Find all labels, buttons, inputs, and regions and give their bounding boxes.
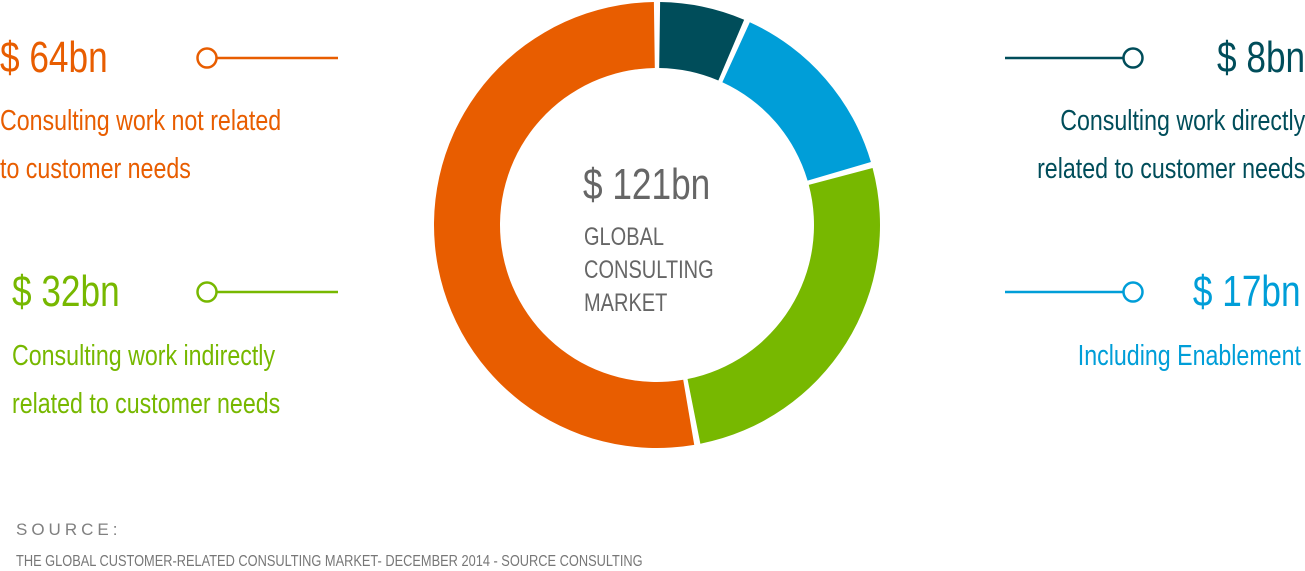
description-indirect-line-2: related to customer needs [12,388,281,420]
description-indirect: Consulting work indirectly related to cu… [12,332,280,428]
donut-segment-indirect [687,167,880,444]
connector-direct [1005,47,1144,69]
description-enablement-line-1: Including Enablement [1077,340,1302,372]
amount-enablement-text: $ 17bn [1193,267,1302,316]
total-amount-text: $ 121bn [583,160,711,209]
amount-enablement: $ 17bn [1166,270,1301,314]
description-direct: Consulting work directly related to cust… [970,97,1305,193]
amount-not-related: $ 64bn [0,36,108,80]
connector-not-related [196,47,338,69]
source-title: SOURCE: [16,520,122,539]
total-amount: $ 121bn [583,163,710,207]
description-not-related-line-2: to customer needs [0,153,191,185]
label-not-related: $ 64bn [0,36,108,80]
description-not-related: Consulting work not related to customer … [0,97,281,193]
label-indirect: $ 32bn [12,270,120,314]
description-indirect-line-1: Consulting work indirectly [12,340,276,372]
source-text-content: THE GLOBAL CUSTOMER-RELATED CONSULTING M… [16,553,643,570]
connector-enablement [1005,281,1144,303]
connector-indirect [196,281,338,303]
amount-direct-text: $ 8bn [1216,33,1305,82]
description-not-related-line-1: Consulting work not related [0,105,282,137]
amount-direct: $ 8bn [1195,36,1305,80]
donut-segment-direct [659,2,745,81]
amount-indirect-text: $ 32bn [12,267,120,316]
center-label-line-1: GLOBAL [584,223,665,251]
description-direct-line-1: Consulting work directly [1060,105,1305,137]
amount-not-related-text: $ 64bn [0,33,108,82]
amount-indirect: $ 32bn [12,270,120,314]
center-label: GLOBAL CONSULTING MARKET [584,221,714,320]
center-label-line-2: CONSULTING [584,256,714,284]
donut-segment-enablement [722,22,871,181]
center-label-line-3: MARKET [584,289,668,317]
description-enablement: Including Enablement [1022,332,1301,380]
label-enablement: $ 17bn [1166,270,1301,314]
source-text: THE GLOBAL CUSTOMER-RELATED CONSULTING M… [16,553,643,571]
label-direct: $ 8bn [1195,36,1305,80]
description-direct-line-2: related to customer needs [1036,153,1305,185]
donut-segment-not-related [434,2,695,448]
